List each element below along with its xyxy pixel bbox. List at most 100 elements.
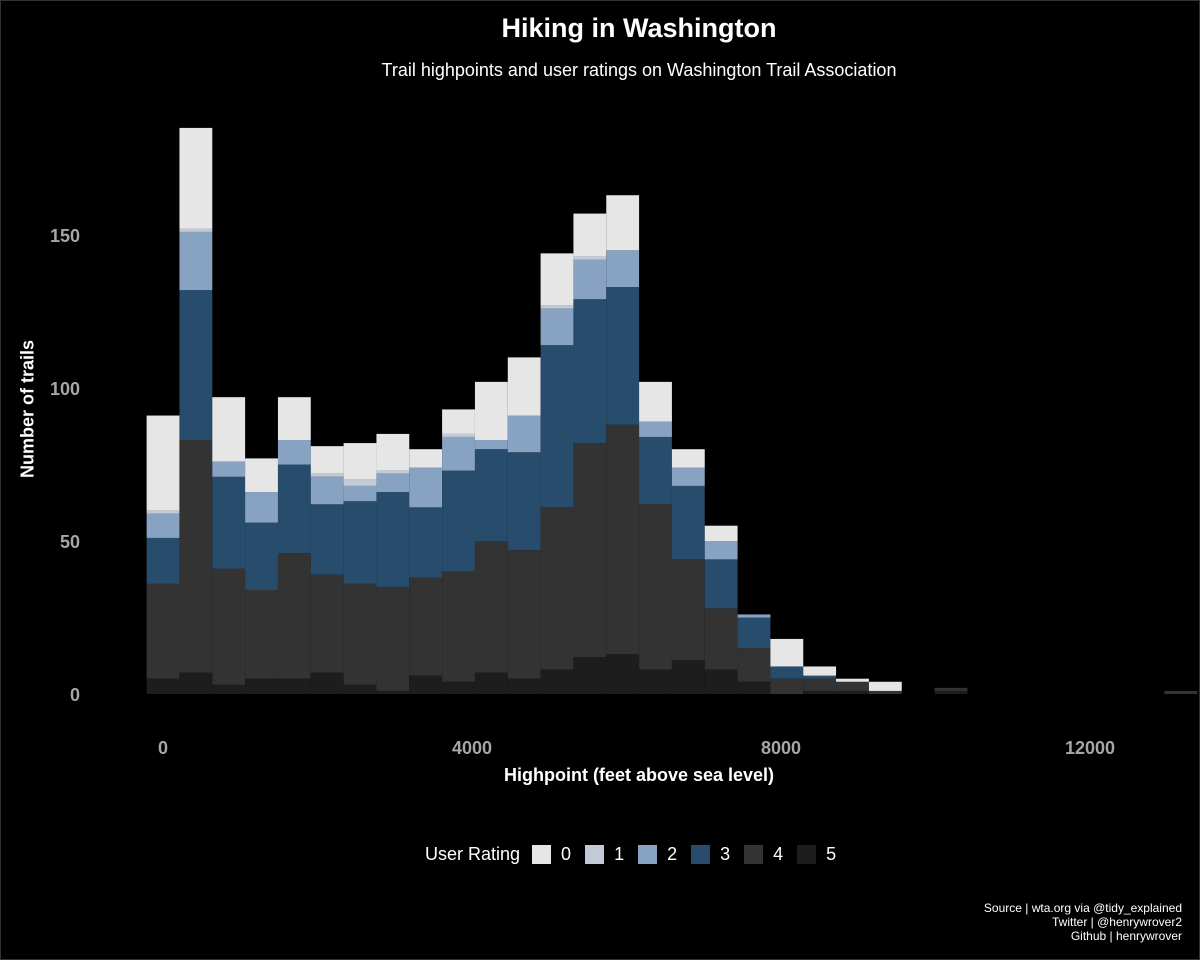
bar-segment-rating-4 <box>310 574 344 673</box>
legend-item-rating-1: 1 <box>585 844 624 865</box>
bar-segment-rating-2 <box>704 541 738 560</box>
bar-segment-rating-2 <box>310 476 344 505</box>
y-axis-ticks: 0 50 100 150 <box>50 226 80 705</box>
legend-swatch <box>797 844 817 864</box>
bar-segment-rating-2 <box>442 436 475 471</box>
bar-segment-rating-5 <box>409 675 443 694</box>
bar-segment-rating-2 <box>277 440 311 465</box>
bar-segment-rating-3 <box>146 537 180 584</box>
bar-segment-rating-2 <box>179 231 213 291</box>
legend-item-rating-3: 3 <box>691 844 730 865</box>
bar-segment-rating-5 <box>737 681 771 694</box>
bar-segment-rating-4 <box>704 608 738 670</box>
bar-segment-rating-5 <box>934 690 968 694</box>
legend-swatch <box>638 844 658 864</box>
bar-segment-rating-5 <box>639 669 672 694</box>
bar-segment-rating-3 <box>343 501 377 584</box>
bar-segment-rating-5 <box>836 690 869 694</box>
bar-segment-rating-5 <box>474 672 508 694</box>
legend-swatch <box>585 844 605 864</box>
bar-segment-rating-3 <box>376 492 410 587</box>
legend-label: 1 <box>614 843 625 864</box>
legend-swatch <box>691 844 711 864</box>
bar-segment-rating-2 <box>573 259 607 300</box>
legend-swatch <box>532 844 552 864</box>
y-tick-label: 100 <box>50 379 80 399</box>
bar-segment-rating-1 <box>540 305 574 309</box>
bar-segment-rating-0 <box>376 433 410 471</box>
y-tick-label: 0 <box>70 685 80 705</box>
bar-segment-rating-4 <box>1164 690 1198 694</box>
bar-segment-rating-2 <box>540 308 574 346</box>
bar-segment-rating-5 <box>507 678 541 694</box>
bar-segment-rating-1 <box>146 510 180 514</box>
bar-segment-rating-2 <box>737 614 771 618</box>
legend-item-rating-0: 0 <box>532 844 571 865</box>
bar-segment-rating-2 <box>671 467 705 486</box>
legend-label: 2 <box>667 843 678 864</box>
legend-title: User Rating <box>425 843 521 864</box>
bar-segment-rating-2 <box>474 440 508 450</box>
chart-subtitle: Trail highpoints and user ratings on Was… <box>381 60 897 80</box>
bar-segment-rating-4 <box>146 583 180 679</box>
bar-segment-rating-2 <box>212 461 246 477</box>
bar-segment-rating-2 <box>606 250 640 288</box>
bar-stacks <box>146 127 1198 694</box>
bar-segment-rating-0 <box>671 449 705 468</box>
bar-segment-rating-0 <box>836 678 869 682</box>
x-tick-label: 0 <box>158 738 168 758</box>
bar-segment-rating-4 <box>245 589 278 679</box>
bar-segment-rating-5 <box>704 669 738 694</box>
bar-segment-rating-4 <box>212 568 246 685</box>
bar-segment-rating-0 <box>868 681 902 691</box>
bar-segment-rating-3 <box>606 287 640 425</box>
bar-segment-rating-4 <box>540 507 574 670</box>
bar-segment-rating-5 <box>803 690 837 694</box>
legend-item-rating-4: 4 <box>744 844 783 865</box>
bar-segment-rating-4 <box>868 690 902 694</box>
bar-segment-rating-1 <box>343 479 377 486</box>
bar-segment-rating-3 <box>507 452 541 551</box>
bar-segment-rating-4 <box>836 681 869 691</box>
chart-title: Hiking in Washington <box>501 13 777 43</box>
bar-segment-rating-4 <box>606 424 640 655</box>
bar-segment-rating-4 <box>179 440 213 673</box>
bar-segment-rating-3 <box>770 666 804 679</box>
y-tick-label: 150 <box>50 226 80 246</box>
x-axis-label: Highpoint (feet above sea level) <box>503 765 775 785</box>
y-tick-label: 50 <box>60 532 80 552</box>
bar-segment-rating-3 <box>803 675 837 679</box>
bar-segment-rating-5 <box>540 669 574 694</box>
bar-segment-rating-2 <box>146 513 180 538</box>
bar-segment-rating-0 <box>573 213 607 257</box>
bar-segment-rating-4 <box>343 583 377 685</box>
bar-segment-rating-1 <box>310 473 344 477</box>
bar-segment-rating-0 <box>146 415 180 511</box>
bar-segment-rating-3 <box>245 522 278 590</box>
legend-label: 0 <box>561 843 572 864</box>
bar-segment-rating-1 <box>376 470 410 474</box>
bar-segment-rating-5 <box>146 678 180 694</box>
bar-segment-rating-2 <box>409 467 443 508</box>
bar-segment-rating-1 <box>179 228 213 232</box>
legend-label: 3 <box>720 843 731 864</box>
caption-twitter: Twitter | @henrywrover2 <box>1051 915 1182 929</box>
caption: Source | wta.org via @tidy_explained Twi… <box>984 901 1182 943</box>
bar-segment-rating-5 <box>671 660 705 694</box>
bar-segment-rating-0 <box>343 443 377 480</box>
bar-segment-rating-4 <box>803 678 837 691</box>
x-tick-label: 12000 <box>1065 738 1115 758</box>
x-axis-ticks: 0 4000 8000 12000 <box>158 738 1115 758</box>
bar-segment-rating-5 <box>245 678 278 694</box>
caption-source: Source | wta.org via @tidy_explained <box>983 901 1182 915</box>
legend-label: 5 <box>826 843 837 864</box>
bar-segment-rating-4 <box>639 504 672 670</box>
bar-segment-rating-0 <box>540 253 574 306</box>
bar-segment-rating-4 <box>573 443 607 658</box>
bar-segment-rating-2 <box>343 485 377 502</box>
bar-segment-rating-5 <box>277 678 311 694</box>
legend-label: 4 <box>773 843 784 864</box>
bar-segment-rating-3 <box>212 476 246 569</box>
